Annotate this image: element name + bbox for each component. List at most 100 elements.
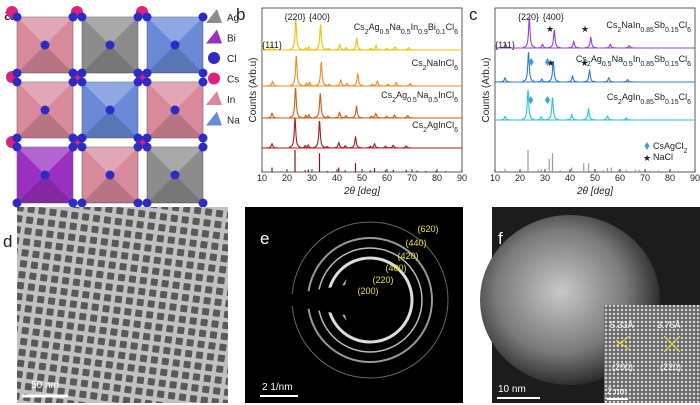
x-axis-label: 2θ [deg] — [343, 186, 380, 197]
cl-atom — [142, 198, 152, 208]
peak — [313, 120, 326, 149]
peak — [546, 97, 559, 121]
cl-atom — [142, 133, 152, 143]
peak — [289, 19, 302, 50]
peak — [620, 117, 633, 121]
ring-label: (400) — [385, 263, 406, 273]
cl-atom — [198, 68, 208, 78]
peak — [388, 46, 402, 51]
peak — [265, 112, 279, 119]
series-label: Cs2NaIn0.85Sb0.15Cl6 — [606, 20, 691, 34]
peak — [364, 47, 378, 51]
panel-f: f 10 nm 2 nm 5.33Å 3.76Å (200) (220) — [480, 207, 700, 403]
cl-atom — [12, 77, 22, 87]
peak — [300, 82, 313, 87]
octahedron-face — [147, 82, 203, 110]
peak — [302, 144, 315, 149]
cl-atom — [105, 105, 115, 115]
legend-symbol: ★ — [643, 153, 651, 163]
x-tick-label: 40 — [332, 173, 342, 183]
cl-atom — [133, 133, 143, 143]
panel-c: c 10 20 30 40 50 60 70 80 90 2θ [deg] Counts (Arb.u… — [469, 5, 700, 197]
marker-diamond — [528, 96, 534, 104]
peak — [499, 42, 512, 49]
octahedron-face — [82, 147, 138, 175]
peak — [522, 51, 535, 82]
series-label: Cs2Ag0.5Na0.5In0.85Sb0.15Cl6 — [576, 54, 691, 68]
peak — [521, 89, 535, 120]
cl-atom — [133, 142, 143, 152]
ring-label: (220) — [372, 275, 393, 285]
marker-star: ★ — [581, 24, 589, 34]
beam-stop — [258, 262, 405, 338]
cl-atom — [77, 133, 87, 143]
peak — [498, 76, 512, 83]
octahedron — [146, 146, 204, 204]
x-tick-label: 10 — [257, 173, 267, 183]
peak — [290, 55, 303, 86]
peak — [322, 83, 336, 87]
peak — [349, 135, 362, 149]
peak — [584, 35, 597, 49]
cl-atom — [170, 40, 180, 50]
peak — [340, 82, 354, 87]
octahedron-face — [82, 17, 138, 45]
tem-shade — [17, 207, 228, 403]
octahedron-face — [17, 110, 73, 138]
panel-a: aAgBiClCsInNa — [4, 5, 240, 208]
legend-symbol — [208, 52, 220, 64]
legend-label: Bi — [227, 34, 236, 45]
x-tick-label: 70 — [407, 173, 417, 183]
annotation: {400} — [309, 12, 330, 22]
peak — [400, 145, 413, 149]
peak — [350, 36, 363, 51]
peak — [371, 80, 384, 87]
cl-atom — [68, 12, 78, 22]
cl-atom — [133, 68, 143, 78]
cl-atom — [133, 198, 143, 208]
scale-bar-label: 10 nm — [498, 384, 526, 395]
annotation: {400} — [543, 12, 564, 22]
peak — [265, 43, 278, 51]
peak — [402, 46, 415, 51]
x-tick-label: 30 — [307, 173, 317, 183]
legend-symbol — [206, 91, 222, 105]
octahedron-face — [17, 175, 73, 203]
x-tick-label: 10 — [490, 173, 500, 183]
peak — [582, 107, 595, 121]
octahedron-face — [147, 147, 203, 175]
series-label: Cs2AgIn0.85Sb0.15Cl6 — [607, 92, 691, 106]
legend-symbol — [206, 9, 222, 23]
fringe — [615, 335, 631, 347]
legend-label: CsAgCl2 — [653, 141, 688, 155]
panel-label: f — [498, 229, 503, 248]
cl-atom — [40, 105, 50, 115]
cl-atom — [198, 77, 208, 87]
ring-label: (200) — [357, 286, 378, 296]
cl-atom — [68, 198, 78, 208]
x-tick-label: 80 — [665, 173, 675, 183]
cl-atom — [198, 133, 208, 143]
cl-atom — [68, 142, 78, 152]
peak — [339, 114, 353, 119]
plot-frame — [261, 7, 463, 173]
marker-diamond — [528, 58, 534, 66]
cl-atom — [198, 142, 208, 152]
cl-atom — [68, 133, 78, 143]
marker-star: ★ — [580, 58, 588, 68]
peak — [266, 80, 279, 87]
legend-label: Cs — [227, 75, 239, 86]
peak — [388, 114, 401, 119]
marker-diamond — [545, 58, 550, 66]
x-tick-label: 20 — [515, 173, 525, 183]
cl-atom — [68, 77, 78, 87]
cl-atom — [12, 68, 22, 78]
peak — [366, 83, 379, 87]
peak — [566, 74, 579, 83]
peak — [289, 87, 302, 118]
peak — [401, 114, 414, 119]
cl-atom — [12, 133, 22, 143]
ring-label: (440) — [405, 238, 426, 248]
legend-label: Na — [227, 116, 240, 127]
cl-atom — [105, 40, 115, 50]
